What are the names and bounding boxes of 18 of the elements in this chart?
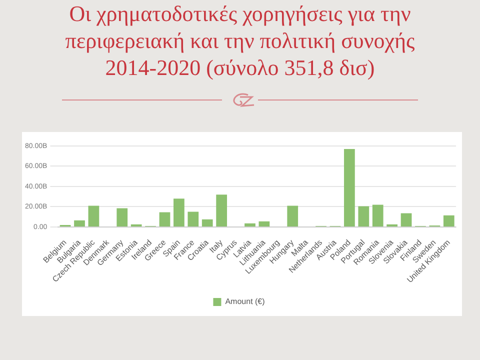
bar [116,208,128,226]
bar [372,204,384,226]
bar [202,219,213,226]
bar [358,206,370,226]
legend-label: Amount (€) [225,297,266,306]
bar [174,198,184,226]
bar [244,223,256,226]
bar [443,215,454,226]
bar [188,212,199,226]
bar [88,206,100,226]
bar [216,194,228,226]
bar [400,213,412,226]
bar [344,149,355,226]
bar [287,206,298,226]
bar [159,212,170,226]
chart-title: Οι χρηματοδοτικές χορηγήσεις για την περιφερειακή και την πολιτική συνοχής 2014-2020 (σύνολο 351,8 δισ) [64,0,416,81]
bar [258,221,270,226]
bar [74,220,85,226]
